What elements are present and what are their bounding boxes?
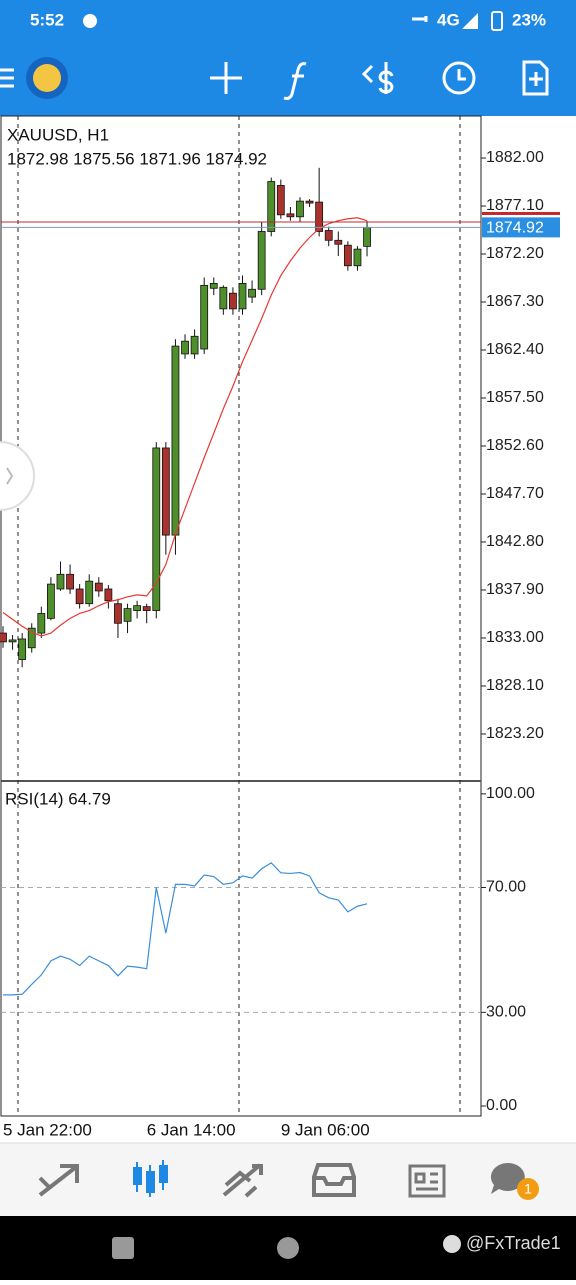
y-tick-label: 100.00 (486, 785, 535, 802)
candle-body (66, 573, 74, 590)
watermark: @FxTrade1 (466, 1233, 561, 1253)
new-order-button[interactable] (522, 60, 549, 96)
candle-body (286, 213, 295, 218)
news-tab[interactable] (408, 1164, 446, 1198)
y-tick-label: 30.00 (486, 1004, 526, 1021)
x-tick-label: 6 Jan 14:00 (147, 1120, 236, 1139)
status-time: 5:52 (30, 10, 64, 29)
y-tick-label: 1877.10 (486, 197, 544, 214)
candle-body (75, 588, 84, 605)
objects-button[interactable] (361, 62, 394, 94)
candle-body (209, 282, 218, 289)
chart-tab[interactable] (133, 1160, 168, 1197)
y-tick-label: 1882.00 (486, 149, 544, 166)
candle-body (27, 627, 36, 649)
y-tick-label: 1852.60 (486, 437, 544, 454)
bottom-nav (0, 1143, 576, 1216)
menu-button[interactable] (0, 68, 14, 88)
y-tick-label: 1872.20 (486, 245, 544, 262)
candle-body (257, 231, 266, 290)
candle-body (267, 181, 276, 232)
y-tick-label: 0.00 (486, 1097, 517, 1114)
y-tick-label: 1847.70 (486, 485, 544, 502)
bid-label: 1874.92 (486, 220, 544, 237)
candle-body (8, 639, 17, 643)
candle-body (85, 580, 94, 605)
home-button[interactable] (277, 1237, 299, 1259)
candle-body (104, 588, 113, 602)
rsi-line (3, 862, 368, 996)
ask-tag (482, 211, 560, 215)
history-tab[interactable] (312, 1163, 356, 1197)
period-separators (17, 116, 461, 1116)
status-icon (83, 14, 97, 28)
candle-body (94, 582, 103, 592)
candle-body (276, 185, 285, 216)
candle-body (296, 200, 304, 218)
symbol-title: XAUUSD, H1 (7, 125, 109, 144)
candle-body (238, 282, 247, 310)
side-handle[interactable] (0, 441, 35, 511)
candle-body (334, 239, 343, 245)
crosshair-button[interactable] (210, 62, 242, 94)
candle-body (142, 606, 151, 611)
candle-body (190, 335, 199, 355)
candle-body (37, 613, 46, 634)
timeframe-button[interactable] (442, 61, 476, 95)
candle-body (181, 340, 189, 355)
badge-count: 1 (524, 1181, 532, 1197)
candle-body (152, 447, 161, 611)
candle-body (229, 292, 237, 310)
y-tick-label: 1833.00 (486, 629, 544, 646)
y-tick-label: 1857.50 (486, 389, 544, 406)
trade-tab[interactable] (222, 1163, 263, 1198)
candle-body (248, 288, 256, 298)
candle-body (315, 201, 324, 232)
y-tick-label: 1862.40 (486, 341, 544, 358)
candle-body (343, 244, 352, 267)
indicators-button[interactable] (283, 62, 307, 100)
battery-icon (491, 11, 503, 31)
plot: 1882.00 1877.10 1872.20 1867.30 1862.40 1857.… (0, 149, 560, 1139)
candle-body (123, 608, 132, 622)
y-tick-label: 1823.20 (486, 725, 544, 742)
quotes-tab[interactable] (38, 1164, 79, 1197)
ohlc-values: 1872.98 1875.56 1871.96 1874.92 (7, 149, 267, 168)
bid-tag (482, 217, 560, 238)
candle-body (200, 284, 209, 350)
candle-body (56, 573, 65, 590)
candle-body (133, 605, 142, 611)
y-tick-label: 1867.30 (486, 293, 544, 310)
chart-frame (0, 115, 482, 1117)
key-icon (412, 16, 428, 22)
candle-body (47, 583, 55, 619)
candle-body (219, 286, 228, 310)
candle-body (18, 638, 27, 660)
battery: 23% (512, 10, 546, 29)
candle-body (324, 230, 333, 241)
x-tick-label: 9 Jan 06:00 (281, 1120, 370, 1139)
candle-body (353, 248, 362, 267)
y-tick-label: 1837.90 (486, 581, 544, 598)
signal-icon (462, 13, 478, 29)
candle-body (363, 226, 371, 247)
x-tick-label: 5 Jan 22:00 (3, 1120, 92, 1139)
chart-area (0, 116, 576, 1116)
candle-body (171, 345, 180, 536)
recents-button[interactable] (112, 1237, 134, 1259)
chat-tab[interactable] (490, 1163, 525, 1194)
moving-average (2, 217, 368, 637)
candle-body (114, 603, 122, 624)
candle-body (0, 632, 7, 643)
badge (517, 1178, 539, 1200)
y-tick-label: 1842.80 (486, 533, 544, 550)
y-tick-label: 70.00 (486, 879, 526, 896)
watermark-icon (443, 1235, 461, 1253)
rsi-title: RSI(14) 64.79 (5, 789, 111, 808)
y-tick-label: 1828.10 (486, 677, 544, 694)
candle-body (305, 200, 314, 204)
candle-body (161, 447, 170, 536)
network: 4G (437, 10, 460, 29)
